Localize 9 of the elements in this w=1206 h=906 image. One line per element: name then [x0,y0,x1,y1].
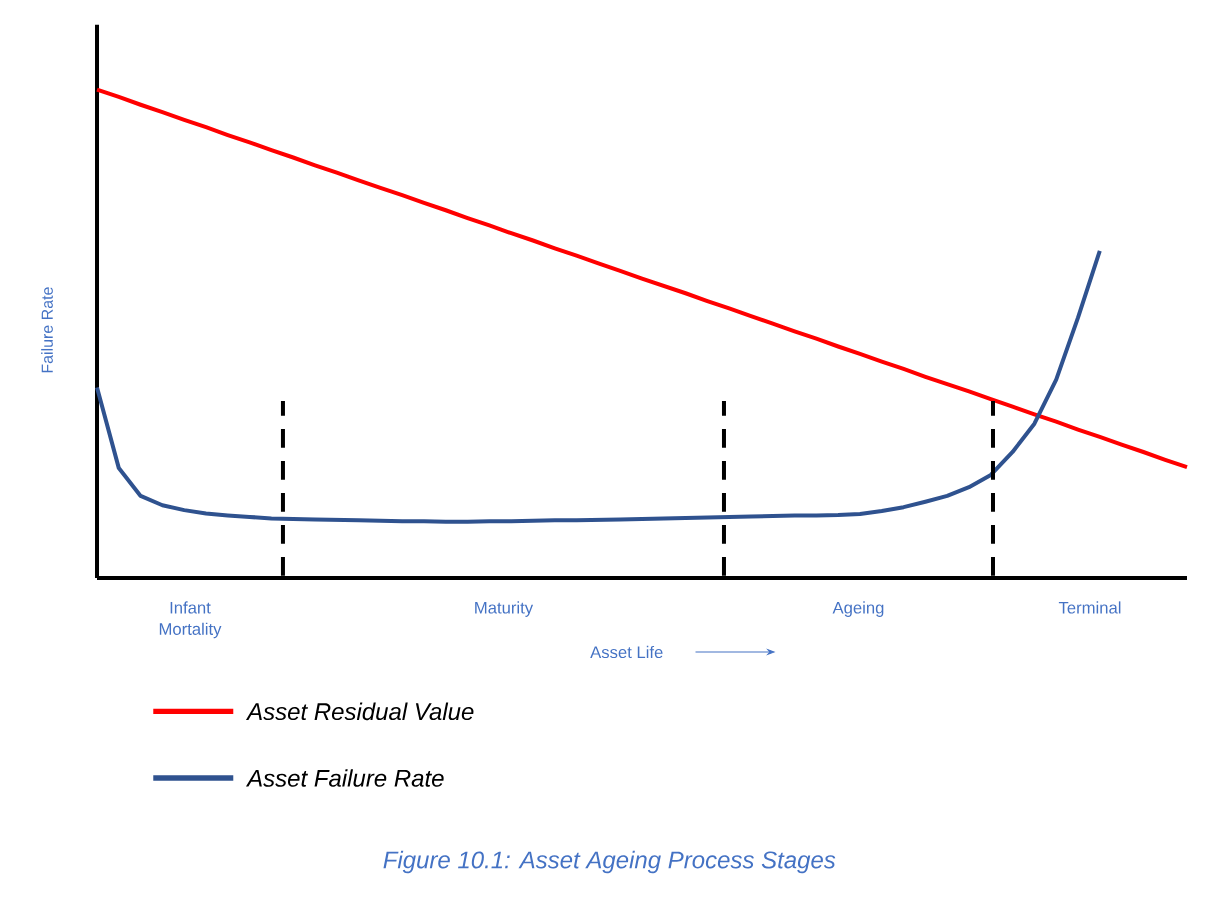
legend-label: Asset Residual Value [245,702,474,721]
text: Ageing [832,601,884,617]
legend-label: Asset Failure Rate [245,769,444,787]
x-axis-title: Asset Life [590,645,663,659]
text: Maturity [475,601,534,617]
y-axis-title: Failure Rate [41,287,53,373]
text: Terminal [1058,601,1121,614]
text: Infant Mortality [159,601,222,639]
text: Figure 10.1: Asset Ageing Process Stages [383,850,836,874]
